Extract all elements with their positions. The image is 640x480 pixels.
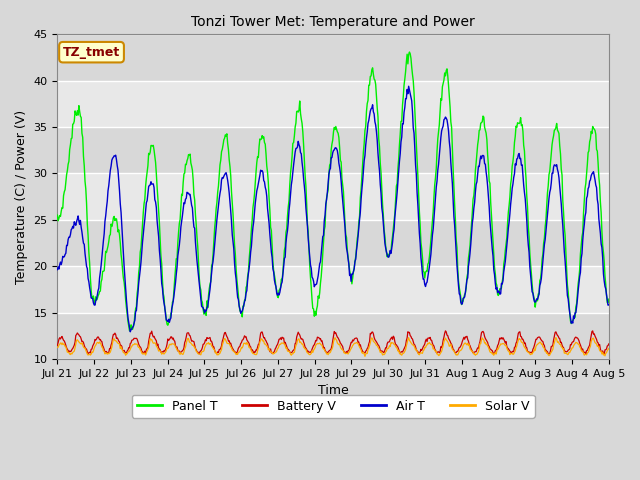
Title: Tonzi Tower Met: Temperature and Power: Tonzi Tower Met: Temperature and Power xyxy=(191,15,475,29)
Bar xyxy=(58,220,609,266)
X-axis label: Time: Time xyxy=(317,384,349,397)
Bar xyxy=(58,266,609,312)
Bar xyxy=(58,35,609,81)
Legend: Panel T, Battery V, Air T, Solar V: Panel T, Battery V, Air T, Solar V xyxy=(132,395,534,418)
Bar xyxy=(58,173,609,220)
Bar xyxy=(58,81,609,127)
Y-axis label: Temperature (C) / Power (V): Temperature (C) / Power (V) xyxy=(15,109,28,284)
Text: TZ_tmet: TZ_tmet xyxy=(63,46,120,59)
Bar xyxy=(58,312,609,359)
Bar xyxy=(58,127,609,173)
